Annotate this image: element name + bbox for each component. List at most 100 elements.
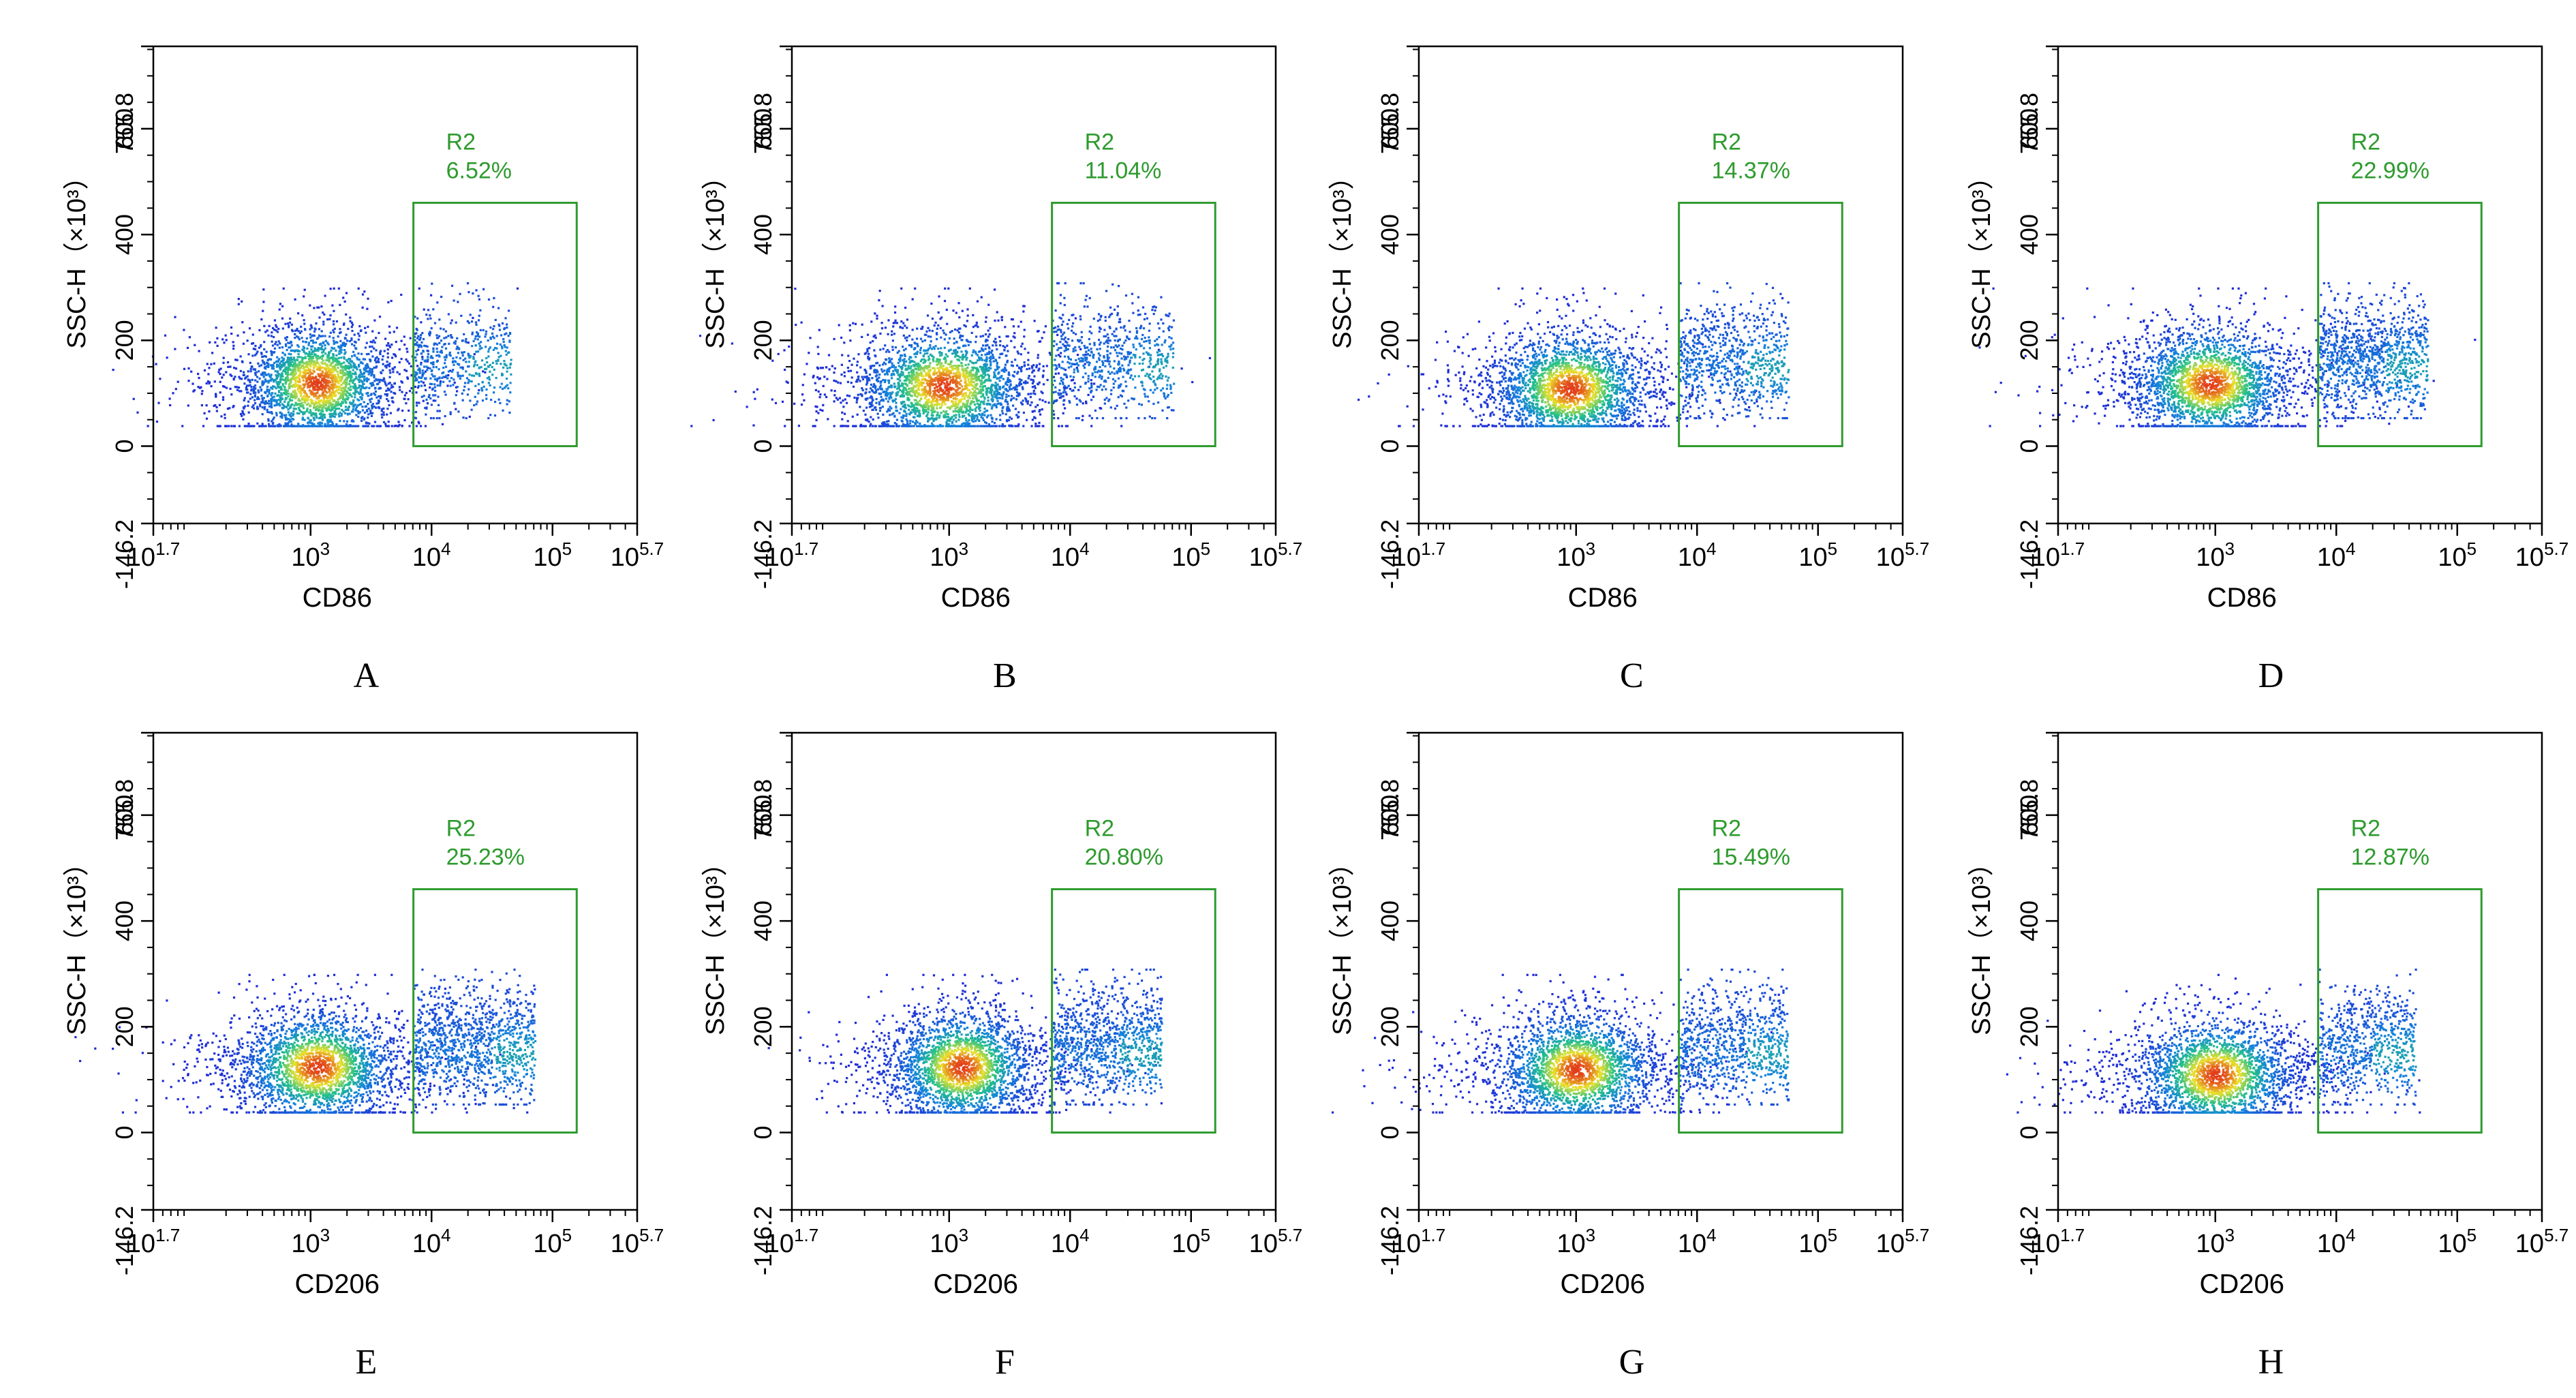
event-dot <box>880 384 883 387</box>
event-dot <box>494 318 497 321</box>
event-dot <box>830 389 833 392</box>
event-dot <box>324 407 327 410</box>
event-dot <box>208 367 211 369</box>
event-dot <box>269 375 271 378</box>
event-dot <box>294 369 297 372</box>
event-dot <box>247 391 249 394</box>
event-dot <box>375 378 378 381</box>
event-dot <box>422 381 425 384</box>
event-dot <box>1090 382 1093 385</box>
event-dot <box>1148 400 1150 403</box>
event-dot <box>925 330 928 333</box>
event-dot <box>899 356 902 359</box>
event-dot <box>325 391 328 393</box>
event-dot <box>916 343 919 346</box>
event-dot <box>418 381 420 384</box>
event-dot <box>833 337 835 340</box>
event-dot <box>388 369 391 371</box>
event-dot <box>1039 398 1041 401</box>
event-dot <box>1108 363 1111 365</box>
event-dot <box>303 357 305 360</box>
event-dot <box>1120 383 1122 386</box>
event-dot <box>273 361 276 364</box>
event-dot <box>336 341 339 344</box>
event-dot <box>416 365 419 367</box>
event-dot <box>1121 344 1124 347</box>
event-dot <box>252 348 255 350</box>
event-dot <box>957 302 960 305</box>
event-dot <box>1071 329 1073 332</box>
event-dot <box>272 418 275 421</box>
event-dot <box>927 335 930 338</box>
event-dot <box>245 386 247 389</box>
event-dot <box>901 354 904 357</box>
event-dot <box>863 369 867 371</box>
event-dot <box>874 337 877 339</box>
event-dot <box>389 412 392 414</box>
event-dot <box>216 344 219 347</box>
event-dot <box>258 397 260 400</box>
event-dot <box>882 348 885 350</box>
event-dot <box>471 333 474 335</box>
event-dot <box>320 416 322 419</box>
event-dot <box>502 366 505 369</box>
event-dot <box>291 359 294 361</box>
event-dot <box>440 339 443 342</box>
event-dot <box>406 350 409 353</box>
event-dot <box>328 401 331 404</box>
event-dot <box>1109 365 1111 368</box>
event-dot <box>986 339 989 341</box>
event-dot <box>1117 396 1120 399</box>
event-dot <box>354 389 357 392</box>
event-dot <box>297 346 300 348</box>
event-dot <box>411 421 414 424</box>
event-dot <box>1079 360 1082 363</box>
event-dot <box>284 416 287 419</box>
event-dot <box>329 376 332 379</box>
event-dot <box>262 301 265 303</box>
event-dot <box>343 348 346 352</box>
event-dot <box>332 353 335 356</box>
event-dot <box>1064 347 1067 350</box>
event-dot <box>902 425 904 427</box>
event-dot <box>475 323 478 326</box>
event-dot <box>1005 389 1008 392</box>
event-dot <box>876 317 878 320</box>
event-dot <box>504 386 506 389</box>
event-dot <box>905 418 908 421</box>
event-dot <box>355 377 358 380</box>
event-dot <box>1156 386 1159 390</box>
event-dot <box>1002 393 1005 395</box>
event-dot <box>1059 393 1062 396</box>
event-dot <box>1030 365 1033 367</box>
event-dot <box>300 392 303 395</box>
event-dot <box>1077 340 1080 343</box>
event-dot <box>1077 370 1079 373</box>
event-dot <box>294 401 297 404</box>
event-dot <box>302 346 305 348</box>
event-dot <box>316 397 318 400</box>
event-dot <box>378 395 380 398</box>
event-dot <box>367 378 370 381</box>
event-dot <box>345 333 348 336</box>
event-dot <box>1080 331 1083 333</box>
event-dot <box>312 416 315 419</box>
event-dot <box>493 325 495 328</box>
event-dot <box>327 343 330 346</box>
event-dot <box>336 370 339 374</box>
event-dot <box>1094 371 1097 374</box>
event-dot <box>324 294 326 297</box>
event-dot <box>852 322 855 324</box>
event-dot <box>1165 387 1168 390</box>
event-dot <box>878 386 882 389</box>
event-dot <box>339 303 341 306</box>
event-dot <box>494 401 497 404</box>
event-dot <box>467 379 470 382</box>
event-dot <box>266 394 269 397</box>
event-dot <box>345 397 348 400</box>
event-dot <box>864 419 868 421</box>
event-dot <box>334 425 337 427</box>
event-dot <box>448 342 450 345</box>
event-dot <box>868 391 871 393</box>
event-dot <box>1110 312 1114 315</box>
